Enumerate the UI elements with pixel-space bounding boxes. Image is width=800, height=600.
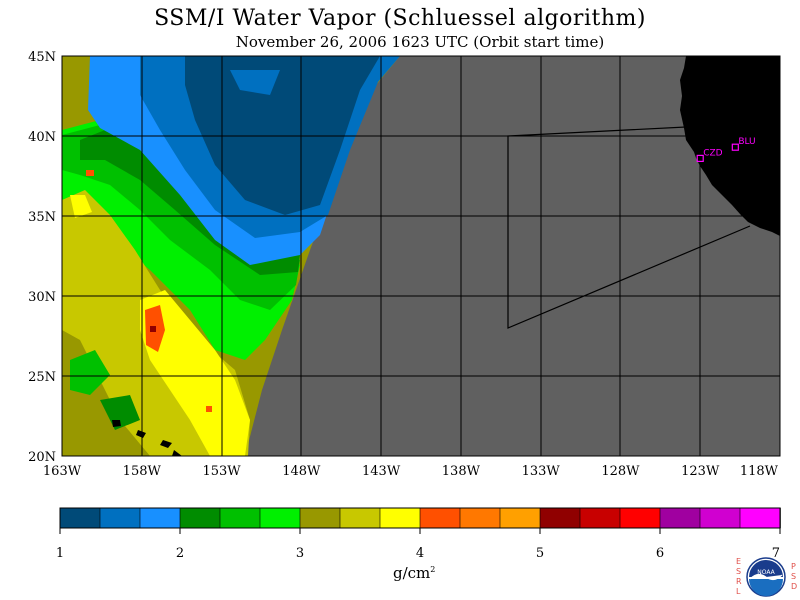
longitude-label: 138W <box>442 464 481 479</box>
colorbar-tick-label: 5 <box>536 546 544 561</box>
colorbar-swatch <box>659 507 701 529</box>
latitude-label: 30N <box>28 290 56 305</box>
colorbar-swatch <box>739 507 781 529</box>
latitude-label: 40N <box>28 130 56 145</box>
longitude-label: 118W <box>740 464 779 479</box>
logo-letter: S <box>791 572 797 581</box>
station-markers: CZD BLU <box>696 137 756 162</box>
station-label: BLU <box>738 137 755 147</box>
logo-letter: P <box>791 562 796 571</box>
longitude-label: 143W <box>362 464 401 479</box>
logo-letter: S <box>736 567 742 576</box>
colorbar-swatch <box>579 507 621 529</box>
station-marker <box>731 143 739 151</box>
colorbar-tick-label: 7 <box>772 546 780 561</box>
colorbar-swatch <box>699 507 741 529</box>
logo-letter: E <box>736 557 742 566</box>
latitude-labels: 45N 40N 35N 30N 25N 20N <box>28 50 56 465</box>
logo-letter: R <box>736 577 742 586</box>
longitude-label: 148W <box>282 464 321 479</box>
latitude-label: 25N <box>28 370 56 385</box>
longitude-label: 153W <box>202 464 241 479</box>
longitude-label: 163W <box>43 464 82 479</box>
longitude-label: 158W <box>123 464 162 479</box>
units-exponent: 2 <box>430 565 436 574</box>
colorbar-tick-label: 1 <box>56 546 64 561</box>
map-subtitle: November 26, 2006 1623 UTC (Orbit start … <box>235 33 605 51</box>
colorbar-swatch <box>379 507 421 529</box>
colorbar-swatch <box>59 507 101 529</box>
colorbar-swatch <box>219 507 261 529</box>
colorbar-swatch <box>339 507 381 529</box>
colorbar-tick-label: 2 <box>176 546 184 561</box>
colorbar-swatch <box>179 507 221 529</box>
colorbar-units: g/cm2 <box>393 564 435 582</box>
map-frame <box>61 55 781 457</box>
colorbar-tick-label: 3 <box>296 546 304 561</box>
hawaiian-islands <box>112 420 182 456</box>
longitude-labels: 163W 158W 153W 148W 143W 138W 133W 128W 123W 118W <box>43 464 779 479</box>
latitude-label: 45N <box>28 50 56 65</box>
map-title: SSM/I Water Vapor (Schluessel algorithm) <box>154 6 646 31</box>
colorbar-swatch <box>619 507 661 529</box>
station-marker <box>696 154 704 162</box>
colorbar-tick-label: 6 <box>656 546 664 561</box>
colorbar-swatch <box>99 507 141 529</box>
north-america-landmass <box>680 56 780 236</box>
colorbar <box>59 507 781 529</box>
logo-letter: D <box>791 582 798 591</box>
noaa-logo-icon: NOAA <box>746 557 786 597</box>
graticule <box>62 56 780 456</box>
colorbar-swatch <box>419 507 461 529</box>
colorbar-ticks: 1 2 3 4 5 6 7 <box>56 528 781 561</box>
station-label: CZD <box>703 148 722 158</box>
longitude-label: 123W <box>681 464 720 479</box>
longitude-label: 128W <box>601 464 640 479</box>
latitude-label: 35N <box>28 210 56 225</box>
colorbar-swatch <box>499 507 541 529</box>
colorbar-swatch <box>299 507 341 529</box>
units-base: g/cm <box>393 564 431 582</box>
domain-outline <box>507 126 751 329</box>
colorbar-swatch <box>259 507 301 529</box>
colorbar-tick-label: 4 <box>416 546 424 561</box>
longitude-label: 133W <box>522 464 561 479</box>
colorbar-swatch <box>459 507 501 529</box>
latitude-label: 20N <box>28 450 56 465</box>
logo-letter: L <box>736 587 741 596</box>
colorbar-swatch <box>139 507 181 529</box>
noaa-logo-text: NOAA <box>757 569 775 576</box>
colorbar-swatch <box>539 507 581 529</box>
